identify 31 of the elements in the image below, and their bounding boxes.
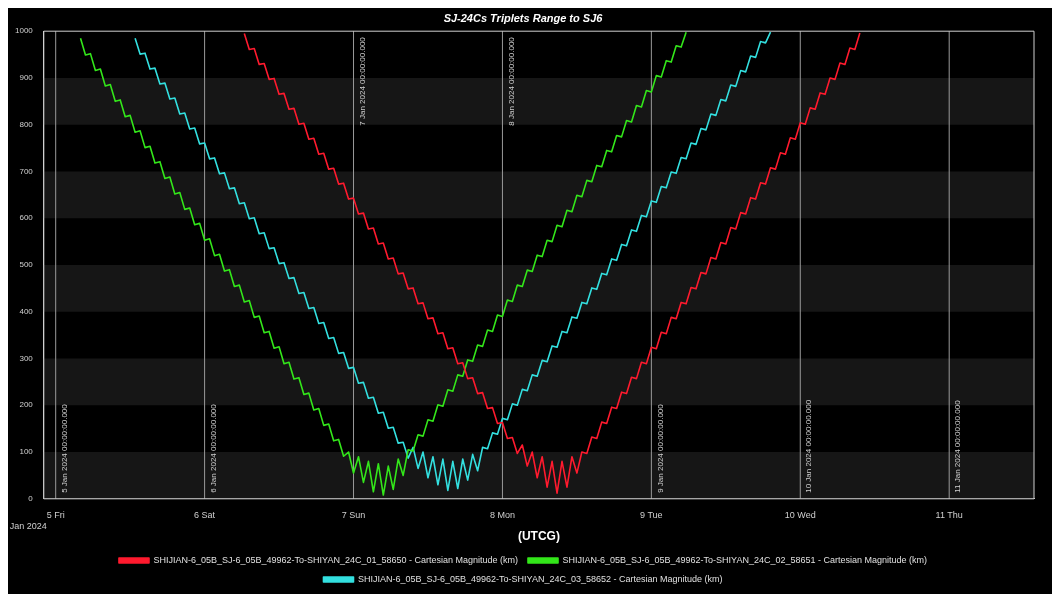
y-tick-label: 700 <box>19 166 34 176</box>
x-axis-title: (UTCG) <box>517 529 560 544</box>
ref-line-label: 10 Jan 2024 00:00:00.000 <box>804 399 814 493</box>
x-tick-label: 5 Fri <box>46 509 65 520</box>
y-tick-label: 200 <box>19 400 34 410</box>
y-tick-label: 900 <box>19 73 34 83</box>
y-tick-label: 600 <box>19 213 34 223</box>
ref-line-label: 5 Jan 2024 00:00:00.000 <box>59 403 69 493</box>
y-tick-label: 800 <box>19 119 34 129</box>
x-tick-label: 7 Sun <box>341 509 366 520</box>
legend-label: SHIJIAN-6_05B_SJ-6_05B_49962-To-SHIYAN_24C_02_58651 - Cartesian Magnitude (km) <box>562 554 928 565</box>
legend-label: SHIJIAN-6_05B_SJ-6_05B_49962-To-SHIYAN_24C_01_58650 - Cartesian Magnitude (km) <box>153 554 518 565</box>
x-tick-label: 11 Thu <box>935 509 963 520</box>
x-tick-label: 9 Tue <box>640 509 663 520</box>
chart-title: SJ-24Cs Triplets Range to SJ6 <box>443 11 604 24</box>
x-tick-label: 10 Wed <box>784 509 816 520</box>
y-tick-label: 500 <box>19 260 34 270</box>
legend-label: SHIJIAN-6_05B_SJ-6_05B_49962-To-SHIYAN_24C_03_58652 - Cartesian Magnitude (km) <box>357 573 723 584</box>
y-tick-label: 300 <box>19 353 34 363</box>
y-tick-label: 1000 <box>15 26 34 36</box>
ref-line-label: 8 Jan 2024 00:00:00.000 <box>506 36 516 126</box>
y-tick-label: 400 <box>19 306 34 316</box>
x-tick-label: 6 Sat <box>194 509 216 520</box>
ref-line-label: 9 Jan 2024 00:00:00.000 <box>655 403 665 493</box>
text: Jan 2024 <box>9 521 47 532</box>
ref-line-label: 6 Jan 2024 00:00:00.000 <box>208 403 218 493</box>
x-tick-label: 8 Mon <box>489 509 515 520</box>
ref-line-label: 11 Jan 2024 00:00:00.000 <box>953 399 963 493</box>
y-tick-label: 0 <box>28 494 34 503</box>
ref-line-label: 7 Jan 2024 00:00:00.000 <box>357 36 367 126</box>
y-tick-label: 100 <box>19 447 34 457</box>
